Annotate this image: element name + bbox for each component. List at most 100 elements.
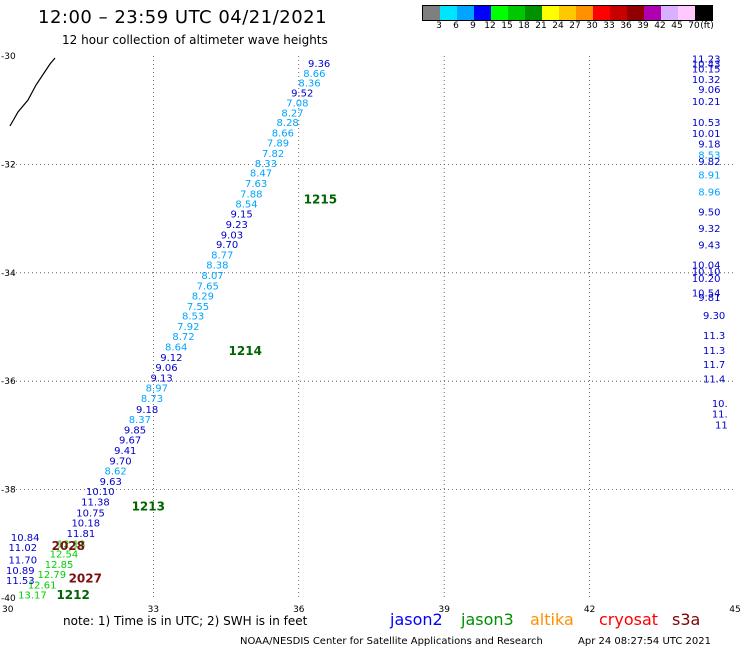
wave-height-value: 11.53 bbox=[6, 576, 35, 587]
timestamp: Apr 24 08:27:54 UTC 2021 bbox=[578, 636, 711, 647]
x-tick-label: 33 bbox=[148, 605, 159, 615]
wave-height-value: 8.47 bbox=[250, 169, 272, 180]
legend-swatch bbox=[508, 6, 525, 20]
wave-height-value: 9.43 bbox=[698, 241, 720, 252]
wave-height-value: 7.82 bbox=[262, 149, 284, 160]
wave-height-value: 11.7 bbox=[703, 360, 725, 371]
wave-height-value: 8.53 bbox=[698, 151, 720, 162]
legend-swatch bbox=[678, 6, 695, 20]
pass-time-label: 2027 bbox=[69, 571, 102, 585]
wave-height-value: 11. bbox=[712, 410, 728, 421]
wave-height-value: 10.32 bbox=[692, 75, 721, 86]
legend-label: 27 bbox=[569, 21, 581, 31]
legend-label: 18 bbox=[518, 21, 530, 31]
wave-height-value: 8.96 bbox=[698, 188, 720, 199]
wave-height-value: 12.85 bbox=[45, 560, 74, 571]
pass-time-label: 2028 bbox=[52, 539, 85, 553]
x-tick-label: 36 bbox=[293, 605, 305, 615]
wave-height-value: 8.64 bbox=[165, 343, 187, 354]
pass-time-label: 1213 bbox=[132, 499, 165, 513]
wave-height-value: 8.37 bbox=[129, 415, 151, 426]
color-scale-legend bbox=[422, 5, 713, 21]
wave-height-value: 11.4 bbox=[703, 374, 725, 385]
y-tick-label: -40 bbox=[1, 594, 16, 604]
wave-height-value: 8.66 bbox=[272, 128, 294, 139]
wave-height-value: 7.65 bbox=[197, 281, 219, 292]
map-grid bbox=[8, 56, 735, 598]
wave-height-value: 10.10 bbox=[692, 267, 721, 278]
wave-height-value: 9.41 bbox=[114, 446, 136, 457]
wave-height-value: 8.97 bbox=[146, 384, 168, 395]
y-tick-label: -38 bbox=[1, 486, 16, 496]
legend-label: 15 bbox=[501, 21, 513, 31]
wave-height-value: 7.55 bbox=[187, 302, 209, 313]
wave-height-value: 9.85 bbox=[124, 425, 146, 436]
wave-height-value: 7.88 bbox=[240, 190, 262, 201]
satellite-jason3: jason3 bbox=[461, 610, 514, 629]
wave-height-value: 10.53 bbox=[692, 118, 721, 129]
wave-height-value: 10.04 bbox=[692, 261, 721, 272]
legend-label: 9 bbox=[470, 21, 476, 31]
y-tick-label: -36 bbox=[1, 377, 16, 387]
wave-height-value: 9.23 bbox=[226, 220, 248, 231]
wave-height-value: 12.79 bbox=[38, 570, 67, 581]
wave-height-value: 9.36 bbox=[308, 59, 330, 70]
wave-height-value: 9.63 bbox=[100, 477, 122, 488]
wave-height-value: 10.18 bbox=[71, 519, 100, 530]
wave-height-value: 9.70 bbox=[216, 240, 238, 251]
legend-label: (ft) bbox=[700, 21, 714, 31]
legend-label: 21 bbox=[535, 21, 547, 31]
wave-height-value: 8.28 bbox=[277, 118, 299, 129]
legend-label: 36 bbox=[620, 21, 632, 31]
wave-height-value: 11.81 bbox=[67, 529, 96, 540]
legend-swatch bbox=[627, 6, 644, 20]
legend-swatch bbox=[423, 6, 440, 20]
x-tick-label: 30 bbox=[2, 605, 14, 615]
wave-height-value: 11.3 bbox=[703, 346, 725, 357]
wave-height-points: 9.368.668.369.527.088.278.288.667.897.82… bbox=[6, 55, 728, 602]
wave-height-value: 10.15 bbox=[692, 64, 721, 75]
page-title: 12:00 – 23:59 UTC 04/21/2021 bbox=[38, 7, 328, 28]
legend-swatch bbox=[695, 6, 712, 20]
y-tick-label: -34 bbox=[1, 269, 16, 279]
credit-line: NOAA/NESDIS Center for Satellite Applica… bbox=[240, 636, 543, 647]
wave-height-value: 9.12 bbox=[160, 353, 182, 364]
wave-height-value: 9.52 bbox=[291, 88, 313, 99]
wave-height-value: 8.72 bbox=[172, 332, 194, 343]
satellite-jason2: jason2 bbox=[390, 610, 443, 629]
page-subtitle: 12 hour collection of altimeter wave hei… bbox=[62, 33, 328, 47]
color-scale-labels: 3 6 9 12 15 18 21 24 27 30 33 36 39 42 45 70 (ft) bbox=[422, 21, 740, 33]
legend-label: 30 bbox=[586, 21, 598, 31]
footer-note: note: 1) Time is in UTC; 2) SWH is in fe… bbox=[63, 614, 308, 628]
wave-height-value: 7.08 bbox=[286, 99, 308, 110]
wave-height-value: 10.89 bbox=[6, 566, 35, 577]
legend-label: 6 bbox=[453, 21, 459, 31]
pass-time-label: 1215 bbox=[304, 193, 337, 207]
wave-height-value: 8.33 bbox=[255, 159, 277, 170]
wave-height-value: 10. bbox=[712, 399, 728, 410]
wave-height-value: 10.54 bbox=[692, 288, 721, 299]
wave-height-value: 9.32 bbox=[698, 224, 720, 235]
x-tick-label: 39 bbox=[438, 605, 450, 615]
axis-ticks: 30 33 36 39 42 45 -30 -32 -34 -36 -38 -40 bbox=[1, 52, 740, 615]
wave-height-value: 9.18 bbox=[136, 405, 158, 416]
wave-height-value: 8.73 bbox=[141, 394, 163, 405]
wave-height-value: 9.67 bbox=[119, 436, 141, 447]
wave-height-value: 12.13 bbox=[57, 539, 86, 550]
satellite-cryosat: cryosat bbox=[599, 610, 659, 629]
wave-height-value: 8.91 bbox=[698, 171, 720, 182]
wave-height-value: 8.53 bbox=[182, 312, 204, 323]
coastline bbox=[9, 57, 56, 127]
wave-height-value: 8.62 bbox=[104, 467, 126, 478]
wave-height-value: 11.70 bbox=[8, 556, 37, 567]
legend-label: 12 bbox=[484, 21, 496, 31]
wave-height-value: 10.43 bbox=[692, 60, 721, 71]
satellite-altika: altika bbox=[530, 610, 574, 629]
wave-height-value: 9.81 bbox=[698, 293, 720, 304]
legend-swatch bbox=[542, 6, 559, 20]
legend-label: 33 bbox=[603, 21, 615, 31]
wave-height-value: 8.27 bbox=[281, 108, 303, 119]
legend-label: 39 bbox=[637, 21, 649, 31]
legend-swatch bbox=[525, 6, 542, 20]
